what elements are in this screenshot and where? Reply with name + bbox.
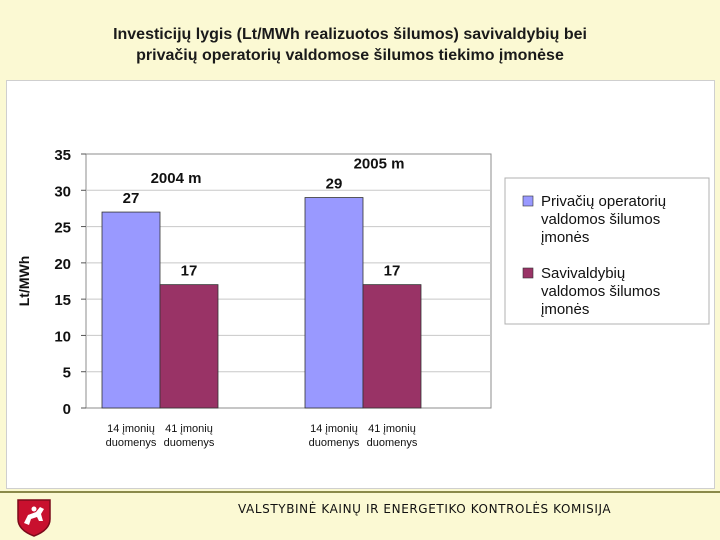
legend-label: įmonės <box>541 229 589 246</box>
data-label: 17 <box>384 263 401 280</box>
legend-label: Privačių operatorių <box>541 193 666 210</box>
legend-label: valdomos šilumos <box>541 283 660 300</box>
x-tick-label: 41 įmonių <box>368 423 416 435</box>
coat-of-arms-logo <box>17 499 51 537</box>
legend-label: Savivaldybių <box>541 265 625 282</box>
title-line-2: privačių operatorių valdomose šilumos ti… <box>136 47 564 64</box>
x-tick-label: 14 įmonių <box>107 423 155 435</box>
x-tick-label: duomenys <box>367 437 418 449</box>
legend-swatch <box>522 195 534 207</box>
y-tick-label: 15 <box>54 292 71 309</box>
x-tick-label: duomenys <box>309 437 360 449</box>
chart-area: 0 5 10 15 20 25 30 35 Lt/MWh 27 14 įmonių duomenys 1… <box>6 80 715 489</box>
data-label: 27 <box>123 190 140 207</box>
footer-commission-name: VALSTYBINĖ KAINŲ IR ENERGETIKO KONTROLĖS… <box>238 502 612 516</box>
bar-chart: 0 5 10 15 20 25 30 35 Lt/MWh 27 14 įmonių duomenys 1… <box>16 147 710 449</box>
legend-label: įmonės <box>541 301 589 318</box>
data-label: 17 <box>181 263 198 280</box>
y-tick-label: 0 <box>63 401 71 418</box>
group-label: 2005 m <box>354 156 405 173</box>
y-tick-label: 20 <box>54 256 71 273</box>
bar <box>362 284 422 409</box>
footer-divider <box>0 491 720 493</box>
legend-swatch <box>522 267 534 279</box>
x-tick-label: duomenys <box>164 437 215 449</box>
legend-label: valdomos šilumos <box>541 211 660 228</box>
y-tick-label: 25 <box>54 220 71 237</box>
group-label: 2004 m <box>151 170 202 187</box>
bar <box>101 211 161 409</box>
y-tick-label: 10 <box>54 328 71 345</box>
title-line-1: Investicijų lygis (Lt/MWh realizuotos ši… <box>113 26 587 43</box>
data-label: 29 <box>326 176 343 193</box>
bar <box>304 197 364 409</box>
legend-box <box>504 177 710 325</box>
y-tick-label: 5 <box>63 365 71 382</box>
y-tick-label: 30 <box>54 183 71 200</box>
x-tick-label: duomenys <box>106 437 157 449</box>
x-tick-label: 41 įmonių <box>165 423 213 435</box>
x-tick-label: 14 įmonių <box>310 423 358 435</box>
y-tick-label: 35 <box>54 147 71 164</box>
y-axis-label: Lt/MWh <box>16 256 32 307</box>
chart-title: Investicijų lygis (Lt/MWh realizuotos ši… <box>40 24 660 66</box>
bar <box>159 284 219 409</box>
